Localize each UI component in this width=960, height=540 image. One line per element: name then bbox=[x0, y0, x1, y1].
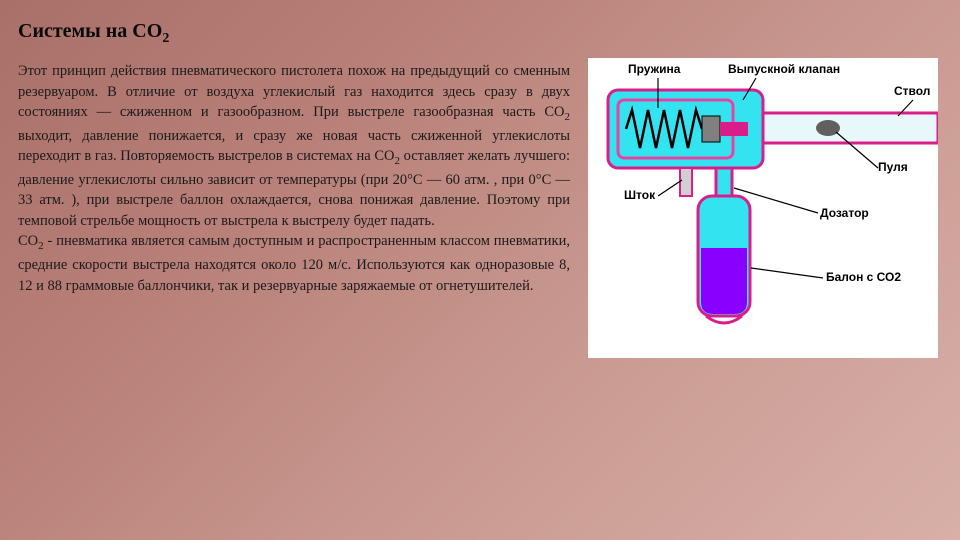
title-sub: 2 bbox=[162, 31, 169, 46]
diagram-svg bbox=[588, 58, 938, 358]
liquid-co2 bbox=[701, 248, 747, 314]
label-doser: Дозатор bbox=[820, 206, 869, 220]
label-cylinder: Балон с СО2 bbox=[826, 270, 901, 284]
label-bullet: Пуля bbox=[878, 160, 908, 174]
body-paragraph: Этот принцип действия пневматического пи… bbox=[18, 61, 570, 296]
label-spring: Пружина bbox=[628, 62, 680, 76]
diagram-column: Пружина Выпускной клапан Ствол Пуля Шток… bbox=[588, 20, 938, 358]
co2-diagram: Пружина Выпускной клапан Ствол Пуля Шток… bbox=[588, 58, 938, 358]
valve-connector bbox=[720, 122, 748, 136]
bullet-shape bbox=[816, 120, 840, 136]
doser-neck bbox=[716, 168, 732, 198]
title-text: Системы на CO bbox=[18, 20, 162, 42]
text-column: Системы на CO2 Этот принцип действия пне… bbox=[18, 20, 570, 358]
title: Системы на CO2 bbox=[18, 20, 570, 47]
label-valve: Выпускной клапан bbox=[728, 62, 840, 76]
label-barrel: Ствол bbox=[894, 84, 930, 98]
label-rod: Шток bbox=[624, 188, 655, 202]
valve-shape bbox=[702, 116, 720, 142]
rod-shape bbox=[680, 168, 692, 196]
